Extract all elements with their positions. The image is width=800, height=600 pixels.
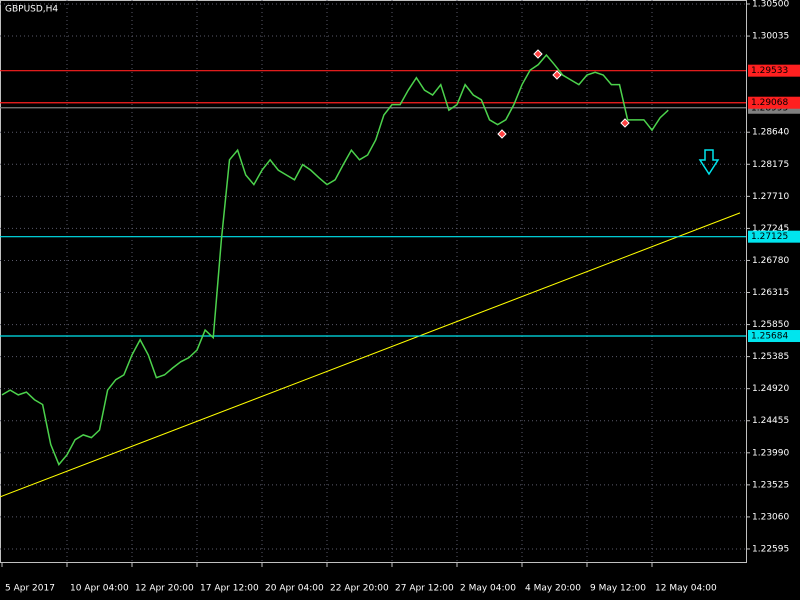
trendline	[0, 212, 741, 498]
x-tick-label: 20 Apr 04:00	[265, 584, 324, 594]
y-tick-label: 1.22595	[752, 544, 789, 554]
y-tick-label: 1.28175	[752, 160, 789, 170]
price-line	[1, 53, 669, 466]
chart-title: GBPUSD,H4	[5, 5, 58, 15]
x-tick-label: 9 May 12:00	[590, 584, 646, 594]
y-tick-label: 1.23060	[752, 512, 789, 522]
price-label: 1.25684	[751, 332, 788, 342]
x-tick-label: 12 Apr 20:00	[135, 584, 194, 594]
y-tick-label: 1.27710	[752, 192, 789, 202]
plot-frame	[0, 0, 747, 563]
trade-marker	[533, 49, 543, 59]
price-label: 1.29068	[751, 98, 788, 108]
y-tick-label: 1.25385	[752, 352, 789, 362]
price-label: 1.29533	[751, 66, 788, 76]
price-label-box	[748, 230, 800, 243]
x-tick-label: 12 May 04:00	[655, 584, 717, 594]
price-label-box	[748, 64, 800, 77]
y-tick-label: 1.26315	[752, 288, 789, 298]
trade-marker	[552, 70, 562, 80]
trade-marker	[497, 129, 507, 139]
price-label-box	[748, 330, 800, 343]
y-tick-label: 1.23990	[752, 448, 789, 458]
x-tick-label: 27 Apr 12:00	[395, 584, 454, 594]
y-tick-label: 1.24920	[752, 384, 789, 394]
x-tick-label: 17 Apr 12:00	[200, 584, 259, 594]
y-tick-label: 1.28640	[752, 128, 789, 138]
y-tick-label: 1.30035	[752, 32, 789, 42]
y-tick-label: 1.30500	[752, 0, 789, 9]
price-label-box	[748, 96, 800, 109]
price-label: 1.27125	[751, 232, 788, 242]
x-tick-label: 4 May 20:00	[525, 584, 581, 594]
x-tick-label: 22 Apr 20:00	[330, 584, 389, 594]
signal-arrow	[698, 149, 720, 176]
y-tick-label: 1.26780	[752, 256, 789, 266]
x-tick-label: 10 Apr 04:00	[70, 584, 129, 594]
y-tick-label: 1.25850	[752, 320, 789, 330]
x-tick-label: 5 Apr 2017	[5, 584, 55, 594]
trade-marker	[620, 118, 630, 128]
y-tick-label: 1.24455	[752, 416, 789, 426]
y-tick-label: 1.27245	[752, 224, 789, 234]
y-tick-label: 1.23525	[752, 480, 789, 490]
x-tick-label: 2 May 04:00	[460, 584, 516, 594]
